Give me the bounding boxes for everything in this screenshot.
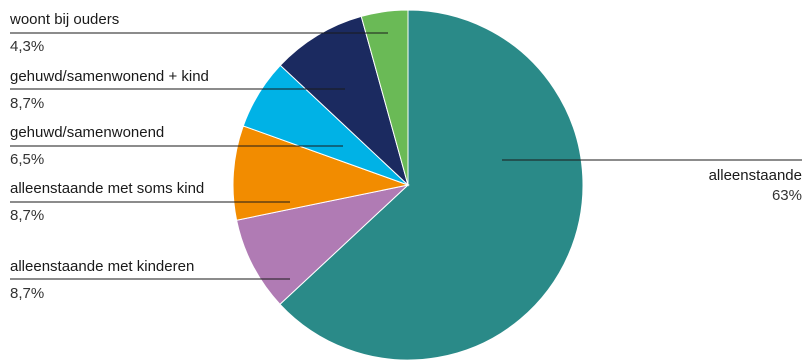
slice-labels: alleenstaande 63% alleenstaande met kinder… <box>9 11 802 302</box>
slice-value-label: 8,7% <box>10 285 44 302</box>
slice-name-label: gehuwd/samenwonend <box>10 124 164 141</box>
pie-slice-woont-bij-ouders <box>360 9 409 186</box>
pie-slices <box>232 9 584 360</box>
pie-slice-alleenstaande <box>279 9 584 360</box>
slice-value-label: 8,7% <box>10 207 44 224</box>
pie-slice-alleenstaande-met-soms-kind <box>232 125 410 221</box>
slice-name-label: alleenstaande met soms kind <box>10 180 204 197</box>
slice-name-label: alleenstaande met kinderen <box>10 258 194 275</box>
slice-name-label: alleenstaande <box>709 167 802 184</box>
slice-name-label: gehuwd/samenwonend + kind <box>10 68 209 85</box>
slice-name-label: woont bij ouders <box>9 11 119 28</box>
pie-slice-alleenstaande-met-kinderen <box>235 184 410 305</box>
pie-slice-gehuwd-samenwonend-kind <box>279 15 409 187</box>
slice-value-label: 8,7% <box>10 95 44 112</box>
slice-value-label: 4,3% <box>10 38 44 55</box>
slice-value-label: 6,5% <box>10 151 44 168</box>
leader-lines <box>10 32 802 280</box>
slice-value-label: 63% <box>772 187 802 204</box>
